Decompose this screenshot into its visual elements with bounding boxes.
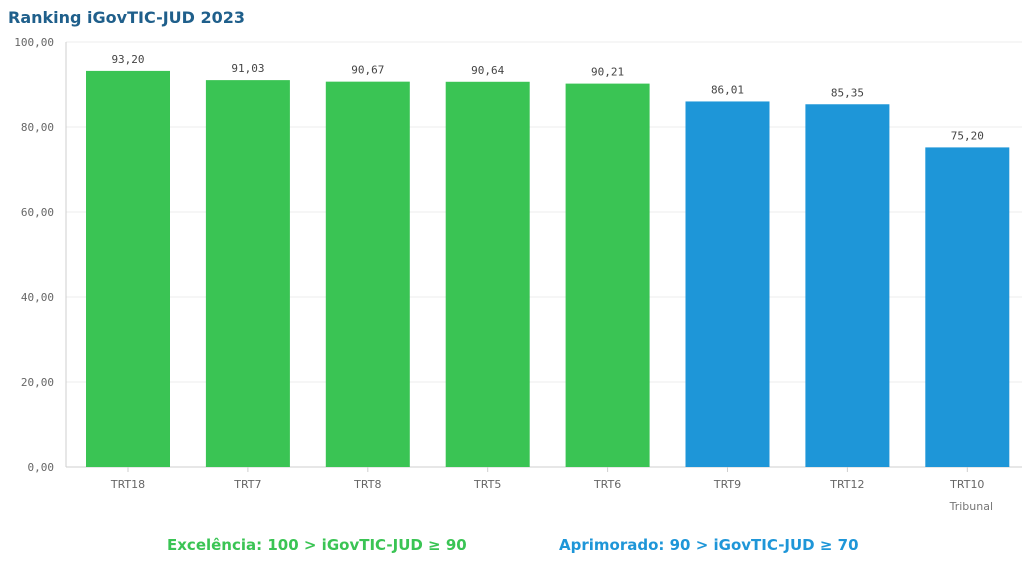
data-label: 75,20 [951,129,984,142]
data-label: 90,64 [471,64,504,77]
y-tick-label: 20,00 [21,376,54,389]
y-tick-label: 40,00 [21,291,54,304]
y-tick-label: 100,00 [14,36,54,49]
bar [325,81,410,467]
x-tick-label: TRT7 [233,478,261,491]
legend-excelencia: Excelência: 100 > iGovTIC-JUD ≥ 90 [167,536,467,554]
bar-chart: 0,00 20,00 40,00 60,00 80,00 100,00 93,20 TRT18… [14,36,1022,513]
data-label: 90,67 [351,64,384,77]
bar [205,80,290,467]
x-tick-label: TRT6 [593,478,621,491]
data-label: 90,21 [591,66,624,79]
bar [86,70,170,468]
legend-aprimorado: Aprimorado: 90 > iGovTIC-JUD ≥ 70 [559,536,859,554]
y-tick-label: 80,00 [21,121,54,134]
x-tick-label: TRT12 [829,478,864,491]
bar [805,104,890,467]
data-label: 86,01 [711,83,744,96]
x-tick-label: TRT8 [353,478,381,491]
x-tick-label: TRT9 [713,478,741,491]
y-tick-label: 60,00 [21,206,54,219]
bar [685,101,770,468]
x-tick-label: TRT5 [473,478,501,491]
bar [445,81,530,467]
data-label: 93,20 [111,53,144,66]
bar [565,83,650,468]
y-tick-label: 0,00 [28,461,55,474]
x-tick-label: TRT18 [110,478,145,491]
bar [925,147,1010,467]
x-axis-title: Tribunal [949,500,993,513]
data-label: 91,03 [231,62,264,75]
x-tick-label: TRT10 [949,478,984,491]
chart-title: Ranking iGovTIC-JUD 2023 [8,8,246,27]
data-label: 85,35 [831,86,864,99]
